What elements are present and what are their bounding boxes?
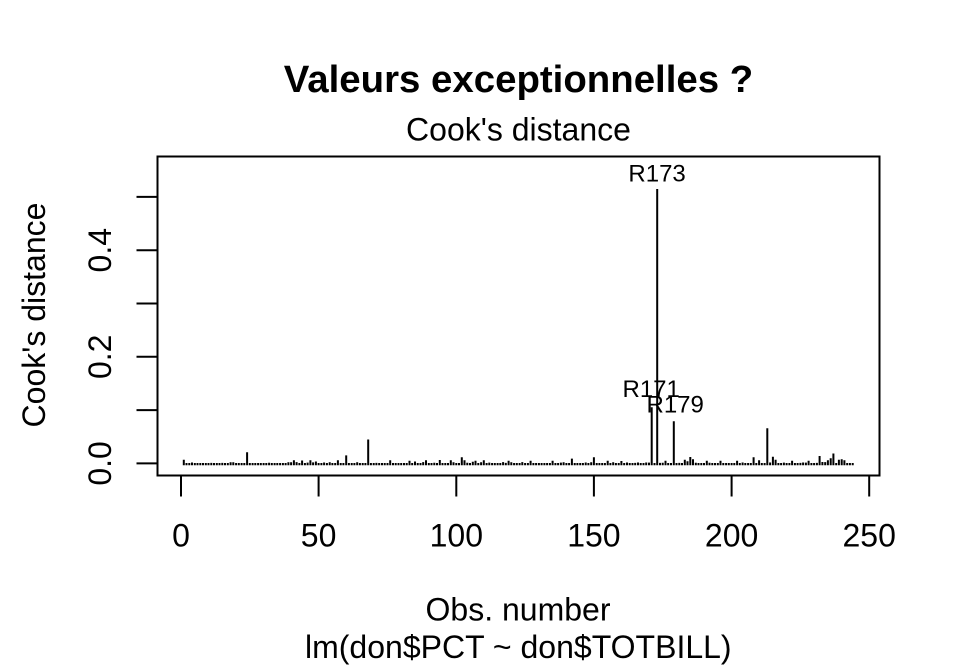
svg-text:100: 100 [430, 518, 483, 554]
svg-text:R171: R171 [623, 376, 680, 403]
svg-text:Cook's distance: Cook's distance [16, 203, 52, 428]
svg-text:0: 0 [172, 518, 190, 554]
svg-text:R179: R179 [647, 392, 704, 419]
svg-text:lm(don$PCT ~ don$TOTBILL): lm(don$PCT ~ don$TOTBILL) [305, 629, 732, 665]
svg-text:Cook's distance: Cook's distance [406, 112, 631, 148]
svg-text:50: 50 [301, 518, 337, 554]
svg-text:150: 150 [567, 518, 620, 554]
svg-text:Obs. number: Obs. number [426, 592, 611, 628]
svg-text:250: 250 [843, 518, 896, 554]
svg-text:R173: R173 [628, 160, 685, 187]
svg-text:0.2: 0.2 [82, 335, 118, 379]
svg-text:0.4: 0.4 [82, 228, 118, 272]
svg-text:Valeurs exceptionnelles ?: Valeurs exceptionnelles ? [284, 58, 753, 101]
svg-text:0.0: 0.0 [82, 441, 118, 485]
svg-text:200: 200 [705, 518, 758, 554]
